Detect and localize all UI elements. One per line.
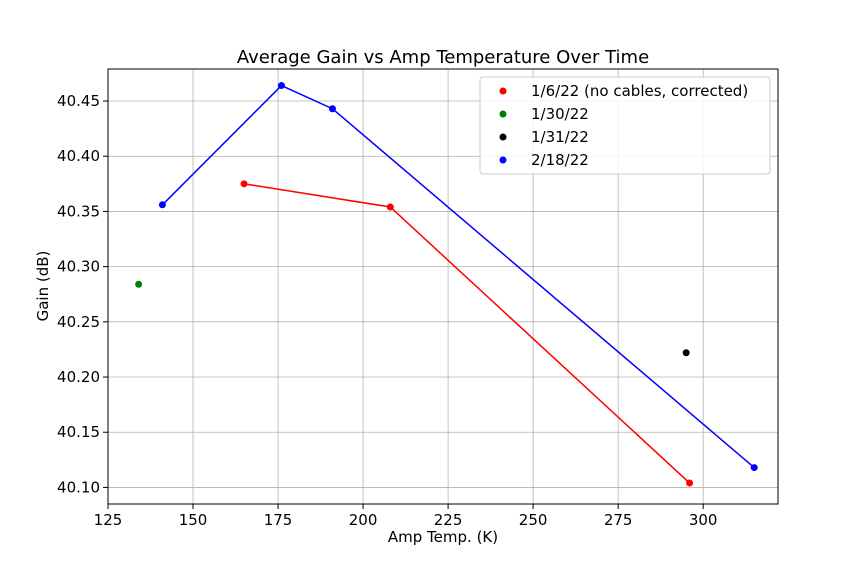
legend-label: 2/18/22	[531, 151, 589, 169]
y-tick-label: 40.20	[57, 368, 100, 386]
legend-label: 1/6/22 (no cables, corrected)	[531, 82, 748, 100]
legend-marker	[499, 110, 507, 118]
axis-ticks: 125 150 175 200 225 250 275 300 40.10 40.15 40.20 4…	[57, 92, 717, 529]
x-tick-label: 150	[179, 511, 208, 529]
x-tick-label: 275	[604, 511, 633, 529]
legend-label: 1/31/22	[531, 128, 589, 146]
legend-label: 1/30/22	[531, 105, 589, 123]
data-point	[682, 349, 690, 357]
x-tick-label: 225	[434, 511, 463, 529]
y-tick-label: 40.35	[57, 202, 100, 220]
legend-box	[479, 76, 771, 175]
plot-frame	[107, 68, 779, 505]
data-point	[750, 464, 758, 472]
series-points	[135, 82, 758, 487]
data-point	[158, 201, 166, 209]
legend-marker	[499, 156, 507, 164]
data-point	[686, 479, 694, 487]
y-tick-label: 40.15	[57, 423, 100, 441]
y-tick-label: 40.10	[57, 478, 100, 496]
y-axis-label: Gain (dB)	[34, 251, 52, 322]
y-tick-label: 40.40	[57, 147, 100, 165]
x-tick-label: 175	[264, 511, 293, 529]
data-point	[386, 203, 394, 211]
series-line-3	[161, 84, 755, 469]
y-tick-label: 40.30	[57, 258, 100, 276]
y-tick-label: 40.45	[57, 92, 100, 110]
legend-marker	[499, 133, 507, 141]
x-tick-label: 125	[94, 511, 123, 529]
x-tick-label: 300	[689, 511, 718, 529]
y-tick-label: 40.25	[57, 313, 100, 331]
x-axis-label: Amp Temp. (K)	[388, 528, 498, 546]
data-point	[135, 280, 143, 288]
x-tick-label: 200	[349, 511, 378, 529]
data-point	[240, 180, 248, 188]
series-line-0	[243, 183, 691, 484]
data-point	[277, 82, 285, 90]
legend: 1/6/22 (no cables, corrected) 1/30/22 1/31…	[479, 76, 771, 175]
x-tick-label: 250	[519, 511, 548, 529]
chart-title: Average Gain vs Amp Temperature Over Tim…	[237, 47, 649, 68]
legend-marker	[499, 87, 507, 95]
data-point	[328, 105, 336, 113]
